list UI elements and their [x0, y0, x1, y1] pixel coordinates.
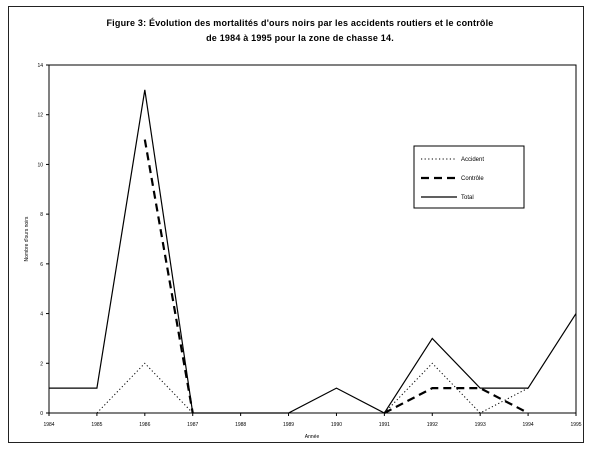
legend: Accident Contrôle Total: [413, 145, 525, 209]
plot-area: [48, 64, 577, 414]
series-line-accident: [96, 362, 194, 414]
y-tick-label: 10: [37, 162, 43, 168]
series-line-total: [49, 89, 577, 414]
y-axis-label: Nombre d'ours noirs: [24, 216, 30, 261]
y-tick-label: 4: [40, 312, 43, 318]
x-tick-label: 1985: [91, 422, 102, 428]
y-tick-label: 8: [40, 212, 43, 218]
x-tick-label: 1992: [427, 422, 438, 428]
x-tick-label: 1987: [187, 422, 198, 428]
x-axis-label: Année: [305, 434, 320, 440]
y-tick-label: 0: [40, 411, 43, 417]
legend-label: Accident: [461, 157, 484, 163]
x-tick-label: 1991: [379, 422, 390, 428]
x-tick-label: 1984: [43, 422, 54, 428]
series-line-contrle: [143, 139, 194, 414]
x-tick-label: 1989: [283, 422, 294, 428]
x-tick-label: 1994: [523, 422, 534, 428]
chart-title-line-2: de 1984 à 1995 pour la zone de chasse 14…: [206, 33, 394, 43]
y-tick-label: 6: [40, 262, 43, 268]
legend-label: Total: [461, 195, 474, 201]
x-tick-label: 1993: [475, 422, 486, 428]
x-tick-label: 1988: [235, 422, 246, 428]
series-line-contrle: [383, 387, 529, 414]
x-tick-label: 1990: [331, 422, 342, 428]
chart-frame: [8, 6, 584, 443]
x-tick-label: 1986: [139, 422, 150, 428]
y-tick-label: 2: [40, 361, 43, 367]
chart-title-line-1: Figure 3: Évolution des mortalités d'our…: [106, 18, 494, 28]
x-tick-label: 1995: [570, 422, 581, 428]
y-tick-label: 12: [37, 113, 43, 119]
legend-label: Contrôle: [461, 176, 484, 182]
legend-box: [413, 145, 525, 209]
y-tick-label: 14: [37, 63, 43, 69]
